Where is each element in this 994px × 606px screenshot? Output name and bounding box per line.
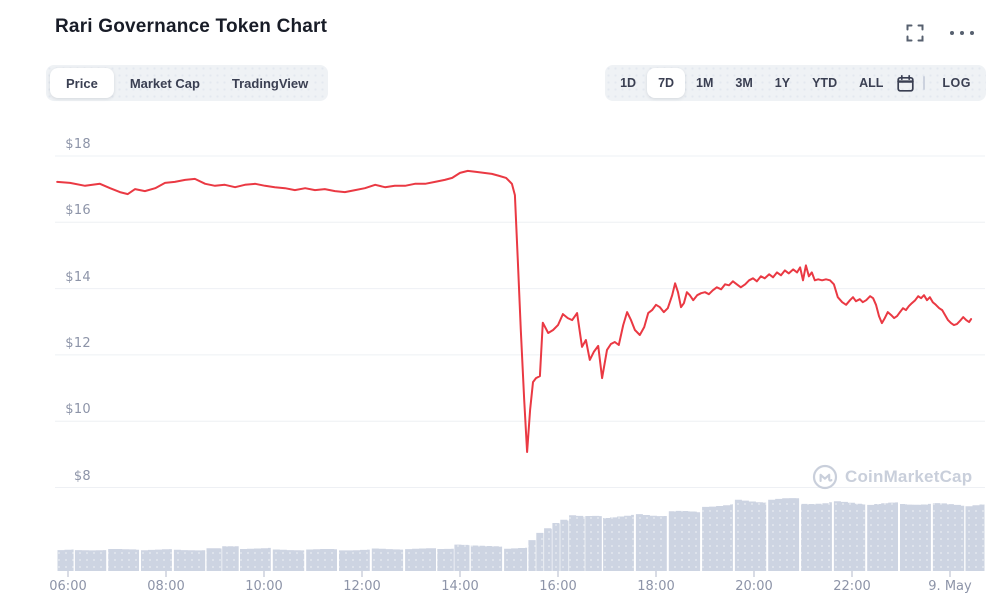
volume-texture [55, 485, 985, 571]
x-axis-label: 9. May [928, 579, 972, 594]
time-range-tabs: 1D 7D 1M 3M 1Y YTD ALL LOG [605, 65, 986, 101]
range-1d[interactable]: 1D [609, 68, 647, 98]
fullscreen-button[interactable] [904, 22, 926, 44]
x-axis-label: 18:00 [637, 579, 675, 594]
range-3m[interactable]: 3M [724, 68, 763, 98]
y-axis-label: $10 [65, 402, 91, 417]
price-chart-canvas[interactable] [0, 130, 994, 606]
fullscreen-icon [906, 24, 924, 42]
tab-market-cap[interactable]: Market Cap [114, 68, 216, 98]
divider [923, 76, 926, 90]
x-axis-ticks [67, 571, 951, 577]
tab-tradingview[interactable]: TradingView [216, 68, 324, 98]
x-axis-label: 16:00 [539, 579, 577, 594]
x-axis-label: 14:00 [441, 579, 479, 594]
x-axis-label: 20:00 [735, 579, 773, 594]
range-all[interactable]: ALL [848, 68, 894, 98]
x-axis-label: 08:00 [147, 579, 185, 594]
y-axis-label: $8 [73, 469, 91, 484]
calendar-icon [897, 74, 915, 92]
log-scale-button[interactable]: LOG [931, 68, 982, 98]
x-axis-label: 06:00 [49, 579, 87, 594]
coinmarketcap-watermark: CoinMarketCap [812, 464, 972, 490]
y-axis-label: $16 [65, 203, 91, 218]
range-1y[interactable]: 1Y [764, 68, 801, 98]
y-axis-label: $14 [65, 270, 91, 285]
chart-header: Rari Governance Token Chart [0, 0, 994, 56]
chart-area: $18 $16 $14 $12 $10 $8 06:00 08:00 10:00… [0, 130, 994, 606]
x-axis-label: 22:00 [833, 579, 871, 594]
price-line [56, 169, 973, 453]
tab-price[interactable]: Price [50, 68, 114, 98]
page-title: Rari Governance Token Chart [55, 16, 328, 37]
y-axis-label: $18 [65, 137, 91, 152]
range-7d[interactable]: 7D [647, 68, 686, 98]
header-actions [904, 22, 976, 44]
range-ytd[interactable]: YTD [801, 68, 848, 98]
coinmarketcap-watermark-text: CoinMarketCap [845, 467, 973, 486]
chart-type-tabs: Price Market Cap TradingView [46, 65, 329, 101]
x-axis-label: 10:00 [245, 579, 283, 594]
range-1m[interactable]: 1M [685, 68, 724, 98]
coinmarketcap-logo-icon [812, 464, 838, 490]
y-axis-label: $12 [65, 336, 91, 351]
more-options-icon [950, 31, 974, 35]
more-options-button[interactable] [948, 29, 976, 37]
calendar-button[interactable] [894, 72, 917, 95]
x-axis-label: 12:00 [343, 579, 381, 594]
